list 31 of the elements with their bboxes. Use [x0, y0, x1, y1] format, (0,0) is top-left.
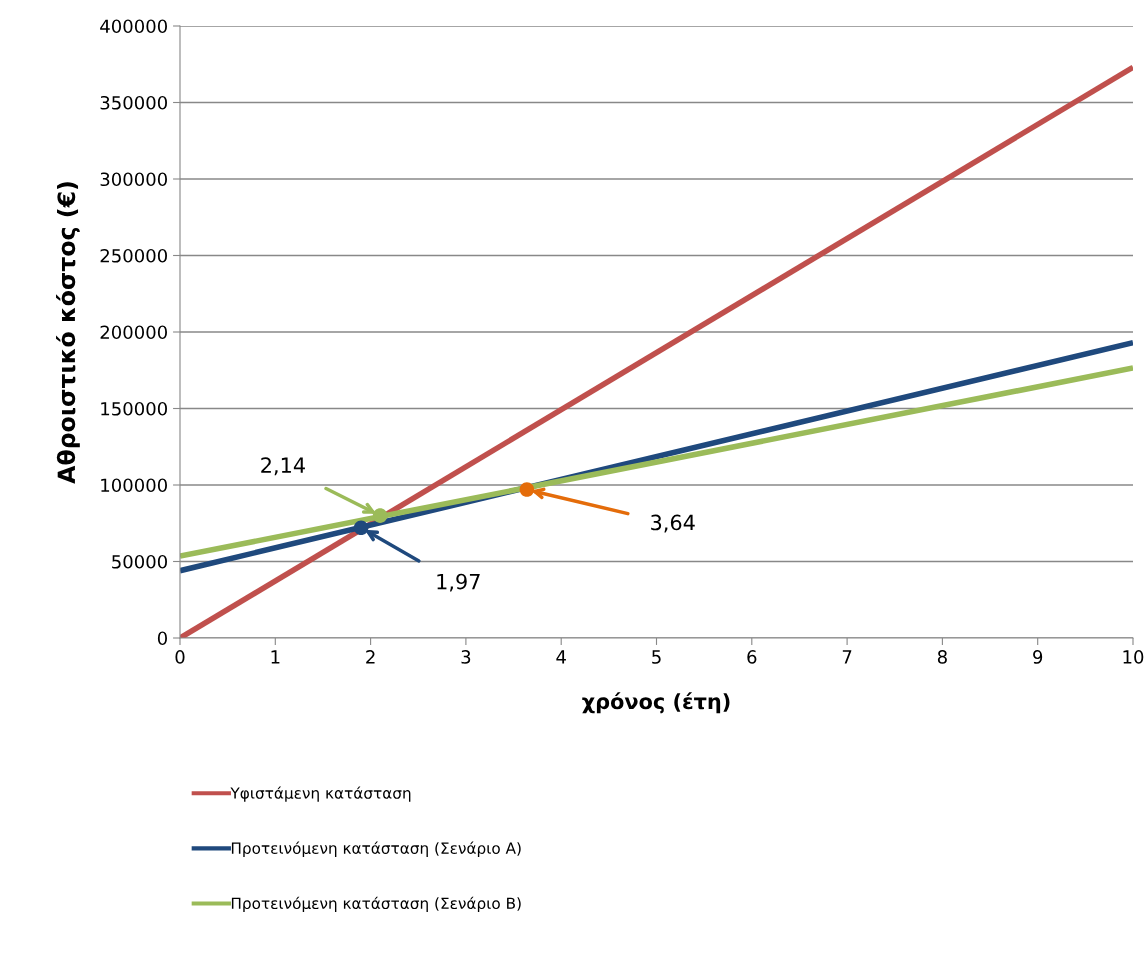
- y-tick-label: 0: [157, 631, 167, 646]
- legend-label: Προτεινόμενη κατάσταση (Σενάριο Α): [231, 841, 521, 857]
- annotation: 2,14: [261, 457, 305, 476]
- annotation: 3,64: [651, 514, 695, 533]
- y-tick-label: 300000: [100, 172, 167, 187]
- point: [519, 482, 535, 497]
- x-tick-label: 2: [366, 650, 375, 664]
- legend-label: Υφιστάμενη κατάσταση: [230, 786, 411, 802]
- x-tick-label: 10: [1123, 650, 1144, 664]
- y-tick-label: 100000: [101, 478, 167, 493]
- x-tick-label: 1: [271, 650, 280, 664]
- x-tick-label: 6: [747, 650, 757, 664]
- y-axis-title: Αθροιστικό κόστος (€): [56, 182, 80, 484]
- y-tick-label: 350000: [100, 95, 167, 110]
- x-tick-label: 9: [1033, 650, 1043, 664]
- x-tick-label: 7: [842, 650, 852, 664]
- legend-label: Προτεινόμενη κατάσταση (Σενάριο Β): [231, 896, 521, 913]
- x-tick-label: 0: [175, 650, 185, 664]
- x-tick-label: 4: [556, 650, 566, 664]
- annotation: 1,97: [437, 573, 480, 592]
- x-axis-title: χρόνος (έτη): [582, 692, 730, 714]
- y-tick-label: 150000: [101, 401, 167, 416]
- x-tick-label: 3: [461, 650, 471, 664]
- y-tick-label: 400000: [100, 19, 167, 34]
- y-tick-label: 50000: [112, 554, 167, 569]
- y-tick-label: 250000: [100, 248, 167, 263]
- point: [353, 520, 369, 536]
- x-tick-label: 8: [937, 650, 947, 664]
- x-tick-label: 5: [652, 650, 661, 664]
- point: [372, 508, 388, 523]
- y-tick-label: 200000: [100, 325, 167, 340]
